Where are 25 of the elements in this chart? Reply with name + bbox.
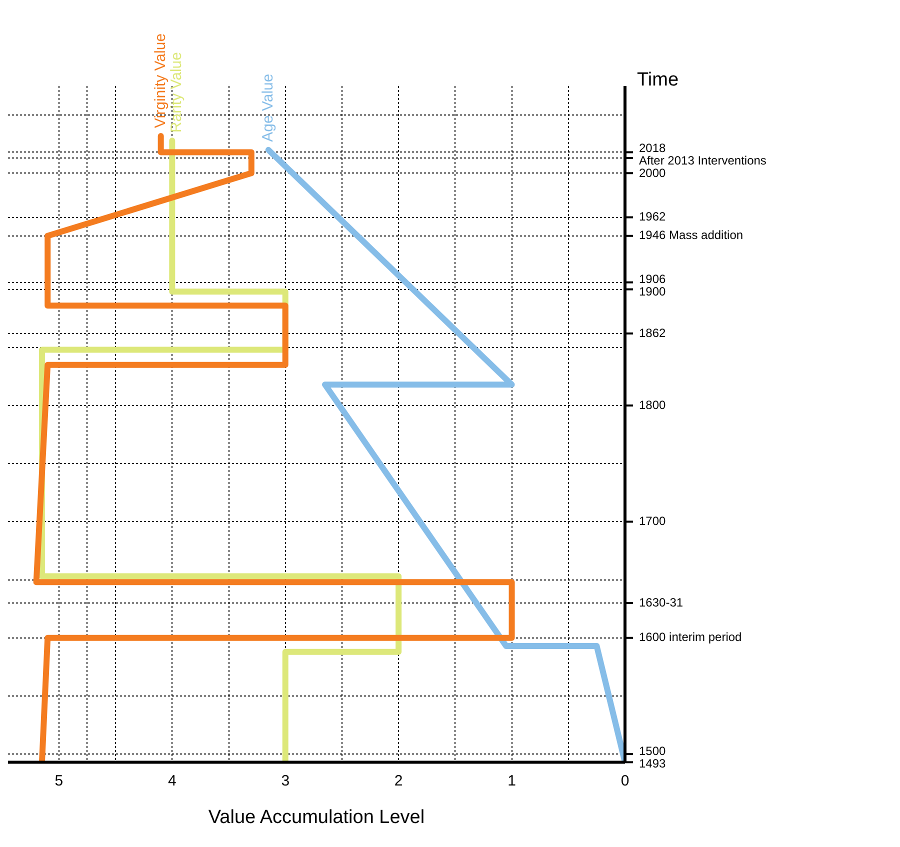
y-tick-label: 1862 <box>639 326 666 340</box>
y-tick-label: After 2013 Interventions <box>639 153 766 168</box>
y-tick-label: 2018 <box>639 140 666 155</box>
y-tick-label: 1493 <box>639 756 666 771</box>
x-tick-label: 5 <box>54 772 64 790</box>
y-tick-label: 1962 <box>639 210 666 224</box>
y-tick-label: 2000 <box>639 166 666 180</box>
y-tick-label: 1800 <box>639 398 666 412</box>
x-tick-label: 0 <box>620 772 630 790</box>
x-axis-title: Value Accumulation Level <box>208 806 425 828</box>
y-axis-title: Time <box>637 70 679 91</box>
text: Virginity Value <box>152 33 169 128</box>
y-tick-label: 1946 Mass addition <box>639 228 744 242</box>
text: Age Value <box>260 74 277 142</box>
y-tick-label: 1600 interim period <box>639 630 742 644</box>
y-tick-label: 1500 <box>639 744 666 758</box>
x-tick-label: 1 <box>508 772 516 790</box>
y-tick-label: 1700 <box>639 514 666 528</box>
y-tick-label: 1900 <box>639 284 666 298</box>
y-tick-label: 1906 <box>639 272 666 286</box>
x-tick-label: 4 <box>168 772 176 790</box>
y-tick-label: 1630-31 <box>639 595 684 610</box>
text: Rarity Value <box>168 52 185 133</box>
x-tick-label: 3 <box>281 772 290 790</box>
x-tick-label: 2 <box>394 772 403 790</box>
